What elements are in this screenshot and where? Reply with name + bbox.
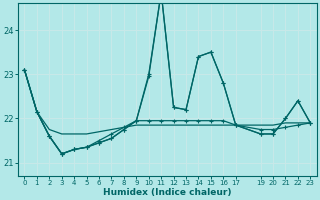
X-axis label: Humidex (Indice chaleur): Humidex (Indice chaleur) xyxy=(103,188,232,197)
